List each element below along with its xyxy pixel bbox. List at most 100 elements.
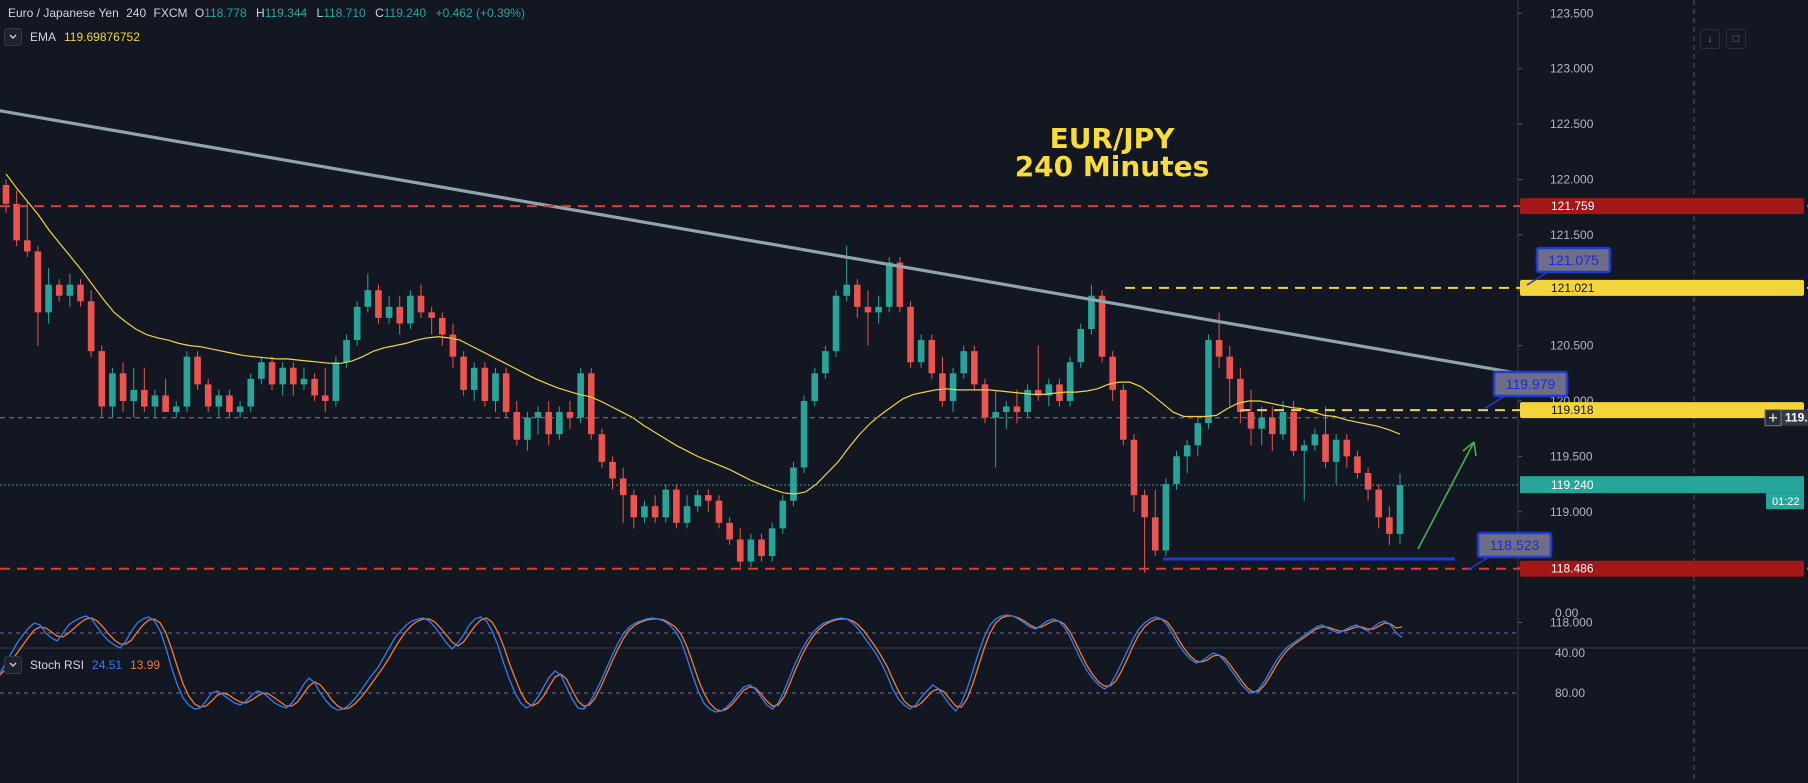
low-value: 118.710	[323, 6, 366, 20]
candle-body	[481, 367, 489, 401]
price-tick-label: 123.500	[1550, 6, 1594, 20]
candle-body	[1194, 423, 1202, 446]
price-tick-label: 122.000	[1550, 172, 1594, 186]
candle	[162, 378, 169, 413]
level-price-label: 119.918	[1551, 403, 1594, 417]
candle-body	[928, 340, 936, 374]
candle	[1269, 406, 1276, 451]
chart-title: EUR/JPY	[1050, 122, 1176, 155]
candle	[204, 378, 212, 413]
interval-label[interactable]: 240	[126, 6, 147, 20]
candle-body	[290, 367, 297, 385]
symbol-name[interactable]: Euro / Japanese Yen	[8, 6, 119, 20]
candle-body	[247, 378, 255, 407]
candle-body	[1141, 495, 1148, 518]
candle-body	[13, 203, 20, 241]
candle-body	[87, 301, 95, 352]
candle	[481, 362, 489, 407]
candle-body	[1183, 445, 1191, 457]
candle-body	[1013, 406, 1021, 413]
candle	[726, 517, 733, 545]
candle-body	[172, 406, 180, 413]
crosshair-price-label: 119.849	[1785, 411, 1808, 425]
callout-box[interactable]	[1535, 246, 1612, 274]
candle-body	[470, 367, 478, 390]
candle	[545, 400, 553, 446]
candle-body	[55, 284, 63, 296]
callout-label: 121.075	[1548, 252, 1599, 268]
level-price-badge	[1520, 198, 1804, 215]
candle	[715, 495, 723, 529]
candle	[1364, 467, 1372, 501]
stoch-name[interactable]: Stoch RSI	[30, 658, 85, 672]
candle-body	[23, 240, 31, 252]
candle-body	[992, 412, 999, 418]
candle-body	[109, 373, 116, 407]
candle-body	[598, 434, 606, 462]
projection-arrow[interactable]	[1417, 441, 1475, 550]
candle	[183, 351, 191, 413]
candle-body	[1375, 489, 1383, 518]
candle	[1194, 417, 1202, 457]
candle-body	[1151, 517, 1159, 551]
candle	[1183, 439, 1191, 473]
chevron-down-icon[interactable]	[4, 656, 22, 674]
candle	[428, 306, 435, 335]
candles	[2, 179, 1404, 573]
candle	[736, 528, 744, 568]
candle	[822, 345, 829, 379]
expand-icon[interactable]: □	[1726, 29, 1746, 49]
candle-body	[130, 389, 137, 401]
candle	[1077, 323, 1085, 368]
candle-body	[77, 284, 84, 302]
level-price-label: 121.021	[1551, 281, 1595, 295]
price-tick-label: 119.000	[1550, 505, 1593, 519]
candle	[290, 362, 297, 396]
candle	[98, 345, 106, 418]
candle	[300, 367, 308, 390]
price-tick-label: 118.000	[1550, 616, 1593, 630]
trendline[interactable]	[0, 109, 1520, 375]
candle-body	[98, 351, 106, 407]
ema-value: 119.69876752	[64, 30, 140, 44]
countdown-badge	[1766, 493, 1804, 510]
candle	[1002, 400, 1010, 429]
candle-body	[417, 295, 425, 313]
candle	[683, 495, 691, 529]
candle	[321, 367, 329, 413]
candle-body	[779, 500, 787, 529]
candle-body	[694, 495, 701, 507]
candle	[619, 467, 627, 523]
candle	[705, 489, 712, 512]
candle-body	[1279, 412, 1287, 435]
candle	[13, 190, 20, 246]
ema-name[interactable]: EMA	[30, 30, 57, 44]
candle-body	[1322, 434, 1329, 462]
candle-body	[215, 395, 223, 407]
candle-body	[609, 461, 616, 479]
change-value: +0.462 (+0.39%)	[435, 6, 525, 20]
candle-body	[864, 306, 872, 313]
chevron-down-icon[interactable]	[4, 28, 22, 46]
arrow-down-icon[interactable]: ↓	[1700, 29, 1720, 49]
candle	[1279, 400, 1287, 440]
candle	[694, 489, 701, 512]
candle	[758, 533, 765, 562]
candle	[215, 389, 223, 418]
candle	[992, 389, 999, 468]
candle-body	[822, 351, 829, 374]
candle-body	[66, 284, 74, 296]
candle	[449, 323, 457, 368]
candle-body	[1237, 378, 1244, 413]
callout-box[interactable]	[1476, 531, 1553, 559]
candle-body	[1269, 417, 1276, 435]
candle-body	[279, 367, 286, 385]
candle	[971, 345, 978, 390]
callout-box[interactable]	[1492, 370, 1569, 398]
candle-body	[1311, 434, 1319, 446]
candle	[172, 400, 180, 418]
candle	[236, 400, 244, 418]
price-tick-label: 122.500	[1550, 117, 1594, 131]
level-price-badge	[1520, 279, 1804, 296]
